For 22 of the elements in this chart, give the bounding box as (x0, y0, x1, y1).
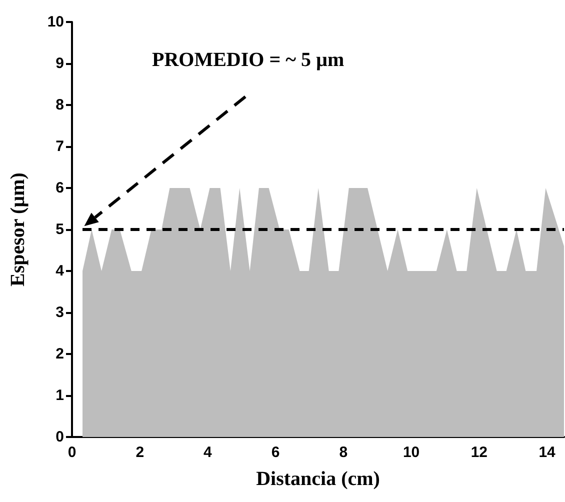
x-tick-label: 12 (470, 444, 488, 461)
y-tick-label: 3 (56, 304, 64, 321)
y-tick-label: 2 (56, 346, 64, 362)
x-tick-label: 2 (136, 444, 144, 461)
x-tick-label: 14 (538, 444, 556, 461)
x-axis-title: Distancia (cm) (256, 468, 380, 490)
y-axis-title: Espesor (µm) (7, 172, 29, 286)
y-tick-label: 6 (56, 180, 64, 196)
x-tick-label: 6 (271, 444, 280, 461)
y-tick-label: 10 (47, 14, 64, 30)
y-tick-label: 1 (56, 387, 64, 404)
y-tick-label: 5 (56, 221, 64, 238)
y-tick-label: 9 (56, 55, 64, 72)
y-tick-label: 4 (56, 262, 65, 280)
y-tick-label: 8 (56, 96, 64, 114)
x-tick-label: 10 (402, 444, 420, 461)
annotation: PROMEDIO = ~ 5 µm (152, 49, 345, 71)
x-tick-label: 4 (204, 444, 213, 461)
x-tick-label: 0 (68, 444, 76, 461)
y-tick-label: 0 (56, 428, 64, 446)
y-tick-label: 7 (56, 138, 64, 155)
x-tick-label: 8 (339, 444, 348, 461)
